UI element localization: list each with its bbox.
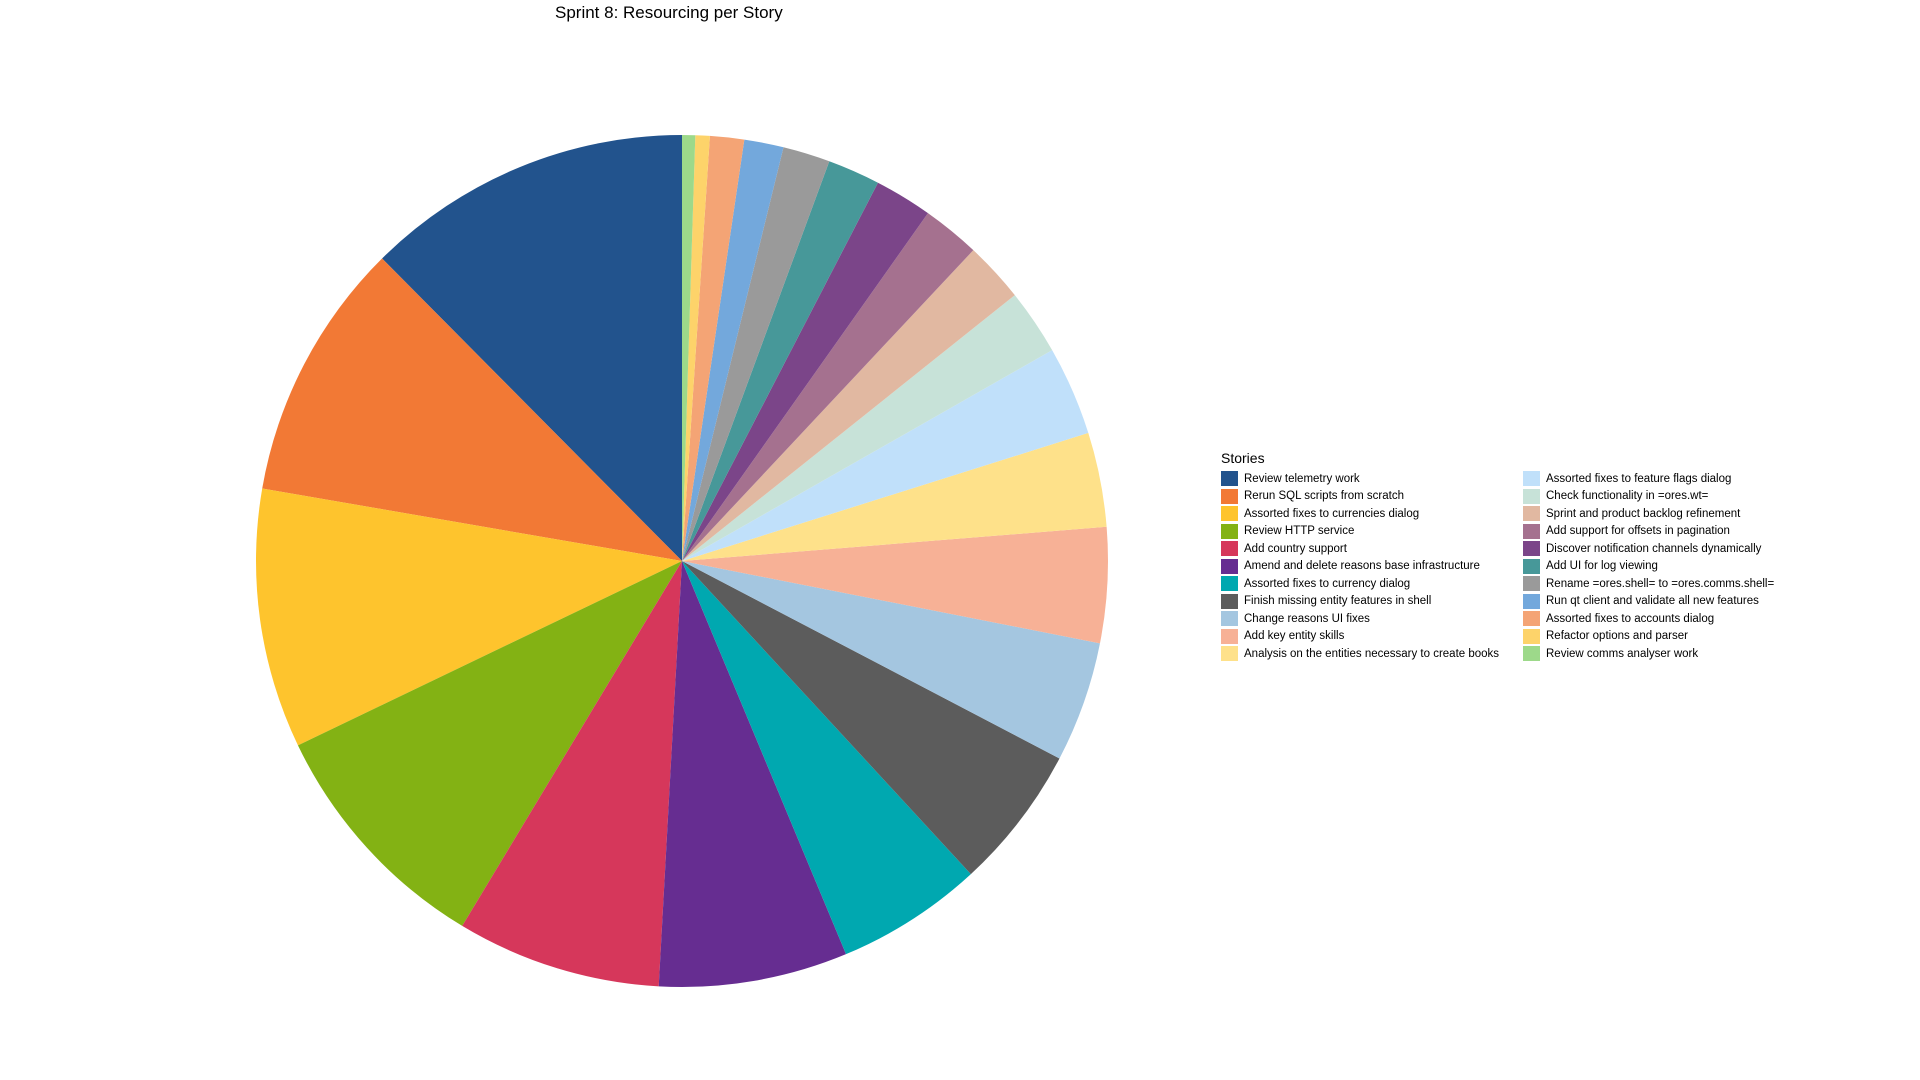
pie-slice-18	[682, 147, 830, 561]
legend-item: Change reasons UI fixes	[1221, 610, 1523, 628]
legend-swatch	[1221, 611, 1238, 627]
pie-slice-17	[682, 161, 878, 561]
legend-item: Review telemetry work	[1221, 470, 1523, 488]
legend-label: Rename =ores.shell= to =ores.comms.shell…	[1546, 577, 1775, 590]
legend-label: Rerun SQL scripts from scratch	[1244, 490, 1404, 503]
pie-slice-8	[682, 561, 1060, 875]
legend-label: Add country support	[1244, 542, 1347, 555]
pie-slice-13	[682, 295, 1053, 561]
legend-item: Add country support	[1221, 540, 1523, 558]
legend-item: Check functionality in =ores.wt=	[1523, 488, 1825, 506]
pie-slice-10	[682, 526, 1108, 644]
legend-item: Add UI for log viewing	[1523, 558, 1825, 576]
legend-item: Refactor options and parser	[1523, 628, 1825, 646]
legend-item: Amend and delete reasons base infrastruc…	[1221, 558, 1523, 576]
legend-label: Review telemetry work	[1244, 472, 1360, 485]
legend-swatch	[1221, 628, 1238, 644]
legend-label: Add support for offsets in pagination	[1546, 525, 1730, 538]
pie-slice-20	[682, 135, 745, 562]
legend-item: Review HTTP service	[1221, 523, 1523, 541]
legend-swatch	[1523, 646, 1540, 662]
legend-item: Assorted fixes to currencies dialog	[1221, 505, 1523, 523]
legend-grid: Review telemetry work Rerun SQL scripts f…	[1221, 470, 1825, 663]
legend-swatch	[1523, 506, 1540, 522]
pie-slice-15	[682, 213, 974, 561]
pie-slice-5	[462, 561, 682, 987]
legend-swatch	[1221, 576, 1238, 592]
legend-swatch	[1523, 611, 1540, 627]
legend-label: Assorted fixes to currencies dialog	[1244, 507, 1420, 520]
pie-slice-21	[682, 135, 710, 561]
legend-label: Check functionality in =ores.wt=	[1546, 490, 1709, 503]
legend-item: Run qt client and validate all new featu…	[1523, 593, 1825, 611]
pie-slice-11	[682, 432, 1107, 561]
legend-label: Change reasons UI fixes	[1244, 612, 1370, 625]
legend-label: Discover notification channels dynamical…	[1546, 542, 1762, 555]
legend-item: Assorted fixes to feature flags dialog	[1523, 470, 1825, 488]
pie-slice-22	[682, 135, 696, 561]
pie-slice-7	[682, 561, 971, 955]
legend-swatch	[1523, 523, 1540, 539]
legend-swatch	[1523, 471, 1540, 487]
legend-label: Add key entity skills	[1244, 630, 1345, 643]
legend-item: Assorted fixes to currency dialog	[1221, 575, 1523, 593]
legend-swatch	[1221, 646, 1238, 662]
legend-swatch	[1221, 471, 1238, 487]
legend-item: Rerun SQL scripts from scratch	[1221, 488, 1523, 506]
pie-slice-19	[682, 139, 784, 561]
legend-label: Sprint and product backlog refinement	[1546, 507, 1741, 520]
legend-label: Assorted fixes to currency dialog	[1244, 577, 1411, 590]
pie-slice-12	[682, 350, 1089, 561]
legend-item: Rename =ores.shell= to =ores.comms.shell…	[1523, 575, 1825, 593]
legend-item: Assorted fixes to accounts dialog	[1523, 610, 1825, 628]
legend-label: Analysis on the entities necessary to cr…	[1244, 647, 1500, 660]
legend-title: Stories	[1221, 450, 1265, 466]
pie-slice-4	[297, 561, 682, 926]
legend-swatch	[1523, 488, 1540, 504]
legend: Stories Review telemetry work Rerun SQL s…	[1221, 450, 1825, 663]
legend-label: Add UI for log viewing	[1546, 560, 1658, 573]
pie-slice-2	[262, 258, 682, 561]
legend-swatch	[1221, 541, 1238, 557]
legend-swatch	[1523, 558, 1540, 574]
pie-slice-16	[682, 182, 928, 561]
legend-label: Review comms analyser work	[1546, 647, 1699, 660]
legend-swatch	[1221, 593, 1238, 609]
legend-swatch	[1523, 593, 1540, 609]
pie-slice-9	[682, 561, 1100, 759]
legend-item: Add key entity skills	[1221, 628, 1523, 646]
legend-item: Review comms analyser work	[1523, 645, 1825, 663]
pie-slice-6	[658, 561, 847, 987]
legend-swatch	[1221, 506, 1238, 522]
legend-item: Finish missing entity features in shell	[1221, 593, 1523, 611]
legend-swatch	[1221, 558, 1238, 574]
legend-swatch	[1523, 576, 1540, 592]
legend-label: Amend and delete reasons base infrastruc…	[1244, 560, 1480, 573]
pie-slice-14	[682, 250, 1015, 562]
legend-label: Review HTTP service	[1244, 525, 1355, 538]
pie-slice-3	[256, 488, 682, 746]
legend-swatch	[1221, 523, 1238, 539]
legend-item: Discover notification channels dynamical…	[1523, 540, 1825, 558]
legend-swatch	[1523, 541, 1540, 557]
legend-label: Run qt client and validate all new featu…	[1546, 595, 1759, 608]
legend-label: Finish missing entity features in shell	[1244, 595, 1432, 608]
legend-swatch	[1221, 488, 1238, 504]
legend-item: Analysis on the entities necessary to cr…	[1221, 645, 1523, 663]
legend-item: Sprint and product backlog refinement	[1523, 505, 1825, 523]
chart-title: Sprint 8: Resourcing per Story	[555, 3, 783, 22]
legend-item: Add support for offsets in pagination	[1523, 523, 1825, 541]
legend-label: Assorted fixes to feature flags dialog	[1546, 472, 1732, 485]
legend-label: Refactor options and parser	[1546, 630, 1688, 643]
pie-slice-1	[382, 135, 682, 561]
legend-label: Assorted fixes to accounts dialog	[1546, 612, 1715, 625]
legend-swatch	[1523, 628, 1540, 644]
